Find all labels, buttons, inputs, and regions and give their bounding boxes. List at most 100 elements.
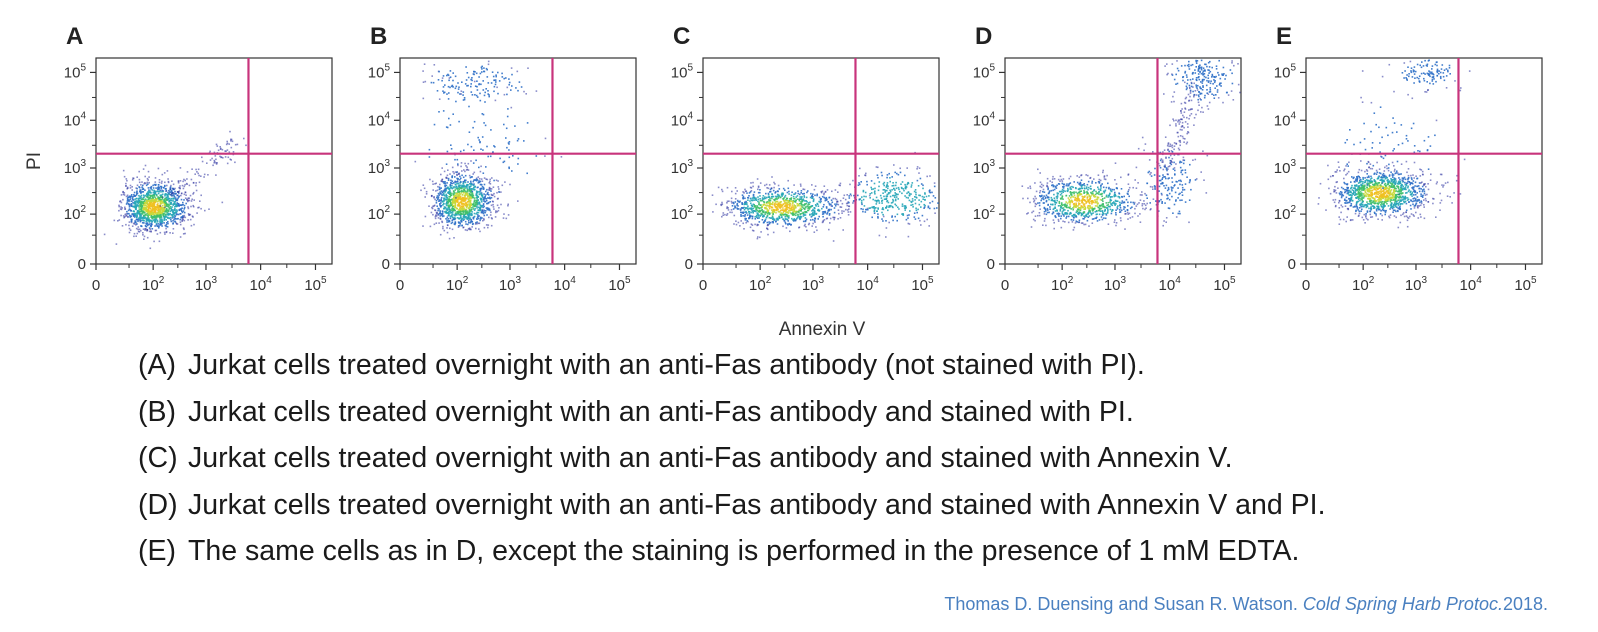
- data-point: [506, 146, 508, 149]
- data-point: [441, 200, 444, 203]
- data-point: [1110, 190, 1113, 193]
- data-point: [899, 190, 901, 193]
- data-point: [154, 210, 157, 212]
- data-point: [1029, 187, 1032, 190]
- data-point: [161, 189, 163, 192]
- data-point: [501, 72, 503, 75]
- data-point: [746, 192, 748, 194]
- data-point: [474, 179, 476, 181]
- data-point: [1033, 200, 1035, 203]
- data-point: [130, 215, 132, 217]
- data-point: [802, 193, 804, 195]
- data-point: [843, 210, 845, 213]
- data-point: [842, 229, 844, 231]
- data-point: [466, 204, 468, 207]
- data-point: [486, 76, 489, 78]
- data-point: [475, 159, 477, 162]
- tick-exponent: 2: [384, 204, 390, 215]
- data-point: [192, 205, 195, 208]
- data-point: [812, 212, 814, 214]
- data-point: [160, 201, 162, 203]
- data-point: [460, 190, 463, 193]
- data-point: [1065, 212, 1067, 214]
- data-point: [436, 212, 438, 215]
- data-point: [431, 207, 434, 210]
- data-point: [454, 214, 456, 217]
- data-point: [726, 186, 729, 189]
- data-point: [1053, 221, 1055, 224]
- data-point: [791, 204, 794, 206]
- data-point: [1070, 212, 1072, 215]
- data-point: [167, 196, 169, 198]
- data-point: [445, 203, 447, 205]
- data-point: [1141, 194, 1143, 196]
- data-point: [147, 191, 149, 193]
- data-point: [807, 209, 810, 212]
- data-point: [1099, 207, 1101, 210]
- data-point: [459, 221, 461, 224]
- data-point: [874, 199, 876, 202]
- data-point: [482, 80, 484, 82]
- data-point: [469, 213, 471, 216]
- data-point: [453, 197, 456, 199]
- data-point: [787, 203, 789, 206]
- data-point: [126, 202, 128, 204]
- data-point: [477, 199, 479, 202]
- data-point: [462, 99, 465, 101]
- data-point: [777, 184, 780, 187]
- data-point: [1062, 187, 1065, 189]
- data-point: [174, 203, 176, 205]
- tick-exponent: 4: [80, 110, 86, 121]
- data-point: [459, 93, 461, 95]
- data-point: [1095, 182, 1097, 184]
- data-point: [453, 186, 455, 188]
- data-point: [494, 83, 497, 86]
- data-point: [877, 166, 879, 169]
- data-point: [878, 185, 880, 188]
- data-point: [183, 204, 186, 207]
- data-point: [156, 188, 159, 190]
- data-point: [740, 208, 742, 210]
- data-point: [158, 198, 160, 200]
- data-point: [922, 184, 924, 187]
- data-point: [516, 139, 519, 142]
- data-point: [481, 211, 484, 214]
- data-point: [483, 67, 485, 69]
- data-point: [429, 178, 431, 181]
- data-point: [176, 218, 178, 220]
- tick-exponent: 2: [463, 275, 469, 286]
- data-point: [883, 189, 886, 191]
- data-point: [1120, 202, 1123, 204]
- data-point: [913, 216, 916, 218]
- data-point: [752, 212, 754, 214]
- data-point: [462, 226, 464, 229]
- data-point: [1101, 195, 1103, 198]
- data-point: [804, 223, 806, 226]
- data-point: [896, 193, 898, 196]
- data-point: [441, 167, 443, 169]
- data-point: [441, 79, 443, 82]
- data-point: [142, 191, 145, 193]
- data-point: [160, 195, 163, 198]
- data-point: [1084, 214, 1087, 217]
- data-point: [1128, 195, 1130, 198]
- data-point: [782, 218, 784, 220]
- data-point: [871, 188, 873, 191]
- data-point: [143, 182, 146, 185]
- data-point: [471, 94, 474, 96]
- data-point: [923, 203, 925, 206]
- data-point: [165, 231, 168, 234]
- data-point: [1062, 183, 1065, 186]
- data-point: [880, 171, 883, 174]
- data-point: [788, 201, 790, 204]
- data-point: [183, 219, 186, 222]
- data-point: [479, 192, 481, 194]
- data-point: [1086, 193, 1088, 196]
- data-point: [163, 231, 166, 234]
- data-point: [155, 224, 158, 226]
- data-point: [1104, 190, 1106, 193]
- data-point: [468, 208, 471, 211]
- data-point: [759, 199, 762, 202]
- data-point: [1054, 207, 1057, 209]
- data-point: [458, 188, 461, 191]
